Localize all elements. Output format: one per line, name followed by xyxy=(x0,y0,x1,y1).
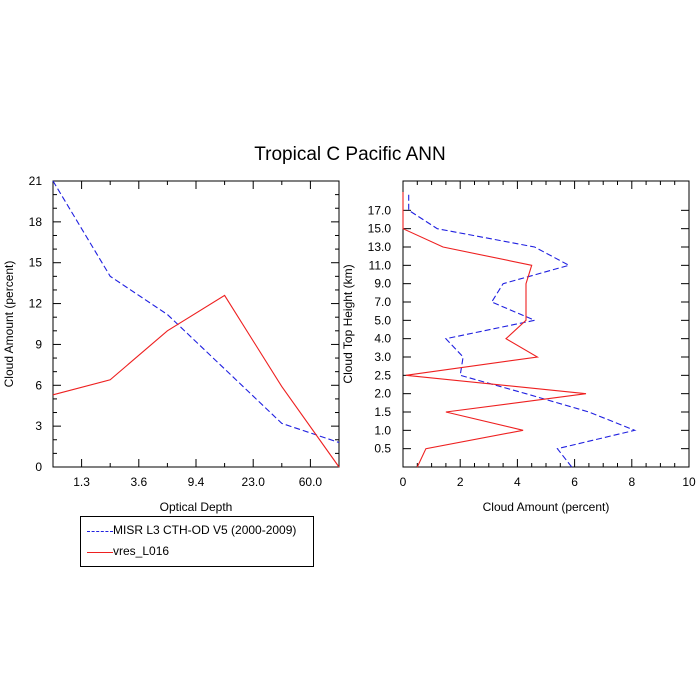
left-y-tick-label: 3 xyxy=(35,419,42,433)
left-x-tick-label: 9.4 xyxy=(188,475,205,489)
figure-title: Tropical C Pacific ANN xyxy=(254,144,445,165)
right-panel-cloud-top-height: 0 2 4 6 8 10 0.5 1.0 1.5 2.0 2.5 3.0 4.0 5.0 7.0 9.0 11… xyxy=(341,180,696,514)
right-x-tick-label: 0 xyxy=(400,475,407,489)
left-x-ticks: 1.3 3.6 9.4 23.0 60.0 xyxy=(52,181,340,489)
left-y-tick-label: 21 xyxy=(29,174,43,188)
right-x-tick-label: 2 xyxy=(457,475,464,489)
left-x-tick-label: 1.3 xyxy=(73,475,90,489)
left-series-lines xyxy=(52,180,340,468)
right-series-line-1 xyxy=(402,192,587,468)
right-y-tick-label: 2.5 xyxy=(374,368,391,382)
right-plot-frame xyxy=(402,180,690,468)
right-series-line-0 xyxy=(408,192,637,468)
right-x-tick-label: 4 xyxy=(514,475,521,489)
left-y-tick-label: 18 xyxy=(29,215,43,229)
right-x-axis-label: Cloud Amount (percent) xyxy=(483,500,610,514)
right-y-tick-label: 2.0 xyxy=(374,387,391,401)
left-y-tick-label: 0 xyxy=(35,460,42,474)
right-y-axis-label: Cloud Top Height (km) xyxy=(341,264,355,383)
left-series-line-0 xyxy=(52,180,340,444)
right-y-tick-label: 1.0 xyxy=(374,423,391,437)
right-y-tick-label: 17.0 xyxy=(368,203,392,217)
right-y-tick-label: 3.0 xyxy=(374,350,391,364)
right-y-tick-label: 15.0 xyxy=(368,222,392,236)
legend-swatch-misr xyxy=(87,531,113,532)
right-y-tick-label: 5.0 xyxy=(374,313,391,327)
right-x-tick-label: 6 xyxy=(571,475,578,489)
right-series-lines xyxy=(402,192,637,468)
left-y-tick-label: 6 xyxy=(35,378,42,392)
left-x-axis-label: Optical Depth xyxy=(160,500,233,514)
legend-item-misr: MISR L3 CTH-OD V5 (2000-2009) xyxy=(81,521,313,541)
left-y-tick-label: 15 xyxy=(29,256,43,270)
legend-label-vres: vres_L016 xyxy=(113,544,170,558)
legend: MISR L3 CTH-OD V5 (2000-2009) vres_L016 xyxy=(80,516,314,567)
right-y-tick-label: 11.0 xyxy=(369,258,392,272)
legend-item-vres: vres_L016 xyxy=(81,542,313,562)
right-x-tick-label: 10 xyxy=(682,475,696,489)
left-x-tick-label: 23.0 xyxy=(242,475,266,489)
right-x-tick-label: 8 xyxy=(628,475,635,489)
legend-swatch-vres xyxy=(87,552,113,553)
right-x-ticks: 0 2 4 6 8 10 xyxy=(400,181,696,489)
left-plot-frame xyxy=(52,180,340,468)
right-y-tick-label: 0.5 xyxy=(374,442,391,456)
left-y-tick-label: 9 xyxy=(35,337,42,351)
left-x-tick-label: 60.0 xyxy=(299,475,323,489)
legend-label-misr: MISR L3 CTH-OD V5 (2000-2009) xyxy=(113,523,297,537)
left-y-axis-label: Cloud Amount (percent) xyxy=(2,261,16,388)
right-y-tick-label: 4.0 xyxy=(374,332,391,346)
left-y-ticks: 0 3 6 9 12 15 18 21 xyxy=(29,174,339,474)
right-y-tick-label: 13.0 xyxy=(368,240,392,254)
left-series-line-1 xyxy=(52,294,340,468)
right-y-ticks: 0.5 1.0 1.5 2.0 2.5 3.0 4.0 5.0 7.0 9.0 11.0 13.0 15… xyxy=(368,203,689,456)
left-x-tick-label: 3.6 xyxy=(130,475,147,489)
right-y-tick-label: 1.5 xyxy=(374,405,391,419)
right-y-tick-label: 7.0 xyxy=(374,295,391,309)
right-y-tick-label: 9.0 xyxy=(374,277,391,291)
left-panel-optical-depth: 1.3 3.6 9.4 23.0 60.0 0 3 6 9 12 15 18 21 Optical D… xyxy=(2,174,340,514)
left-y-tick-label: 12 xyxy=(29,297,43,311)
